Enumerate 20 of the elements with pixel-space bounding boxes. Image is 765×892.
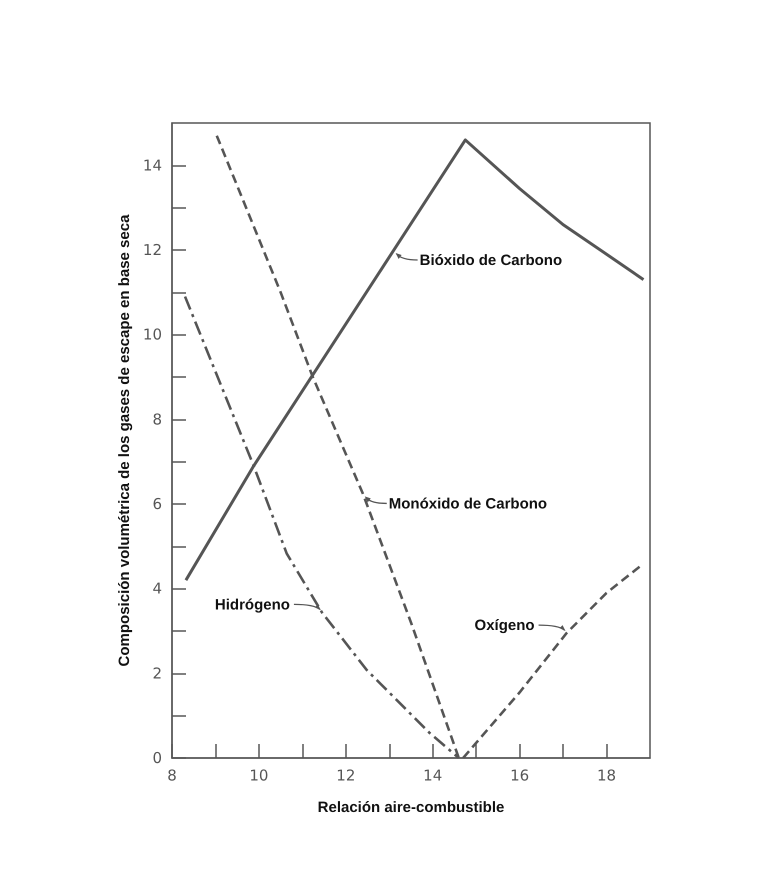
annotation: Hidrógeno xyxy=(214,596,290,614)
x-tick-label: 8 xyxy=(167,766,177,784)
annotation: Monóxido de Carbono xyxy=(388,495,548,512)
annotation: Bióxido de Carbono xyxy=(420,252,562,269)
y-axis-title: Composición volumétrica de los gases de escape en base seca xyxy=(116,214,133,666)
x-tick-label: 16 xyxy=(510,766,530,784)
y-tick-label: 6 xyxy=(152,495,162,513)
y-tick-label: 8 xyxy=(152,410,162,428)
y-tick-label: 2 xyxy=(152,664,162,682)
y-tick-label: 12 xyxy=(142,241,162,259)
x-axis-title: Relación aire-combustible xyxy=(318,799,504,816)
y-tick-label: 14 xyxy=(142,156,162,174)
x-tick-label: 10 xyxy=(249,766,268,784)
y-tick-label: 10 xyxy=(142,326,162,344)
x-tick-label: 18 xyxy=(597,766,616,784)
y-tick-label: 0 xyxy=(152,749,162,767)
annotation: Oxígeno xyxy=(474,617,535,634)
y-tick-label: 4 xyxy=(152,580,162,598)
x-tick-label: 12 xyxy=(336,766,356,784)
x-tick-label: 14 xyxy=(423,766,442,784)
